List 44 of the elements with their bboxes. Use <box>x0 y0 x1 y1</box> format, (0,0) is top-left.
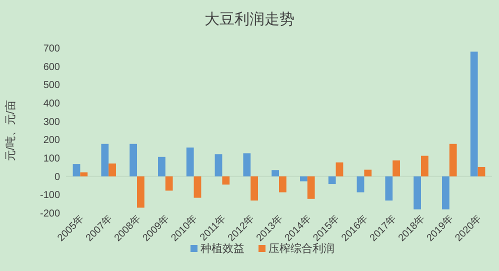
bar <box>364 170 372 176</box>
bar <box>478 166 486 176</box>
bar <box>300 176 308 182</box>
bar <box>328 176 336 184</box>
bar <box>101 144 109 176</box>
y-tick-label: 0 <box>54 172 60 183</box>
bar <box>442 176 450 210</box>
bar <box>250 176 258 201</box>
bar <box>272 170 279 176</box>
bar <box>385 176 393 201</box>
bar <box>222 176 230 185</box>
y-tick-label: 400 <box>43 98 60 110</box>
bar <box>194 176 202 198</box>
bar <box>414 176 421 210</box>
bar <box>392 160 400 176</box>
bar <box>336 162 344 176</box>
y-tick-label: 600 <box>43 62 60 73</box>
bar <box>243 153 251 176</box>
bar <box>137 176 144 208</box>
bar <box>279 176 286 192</box>
bar <box>470 52 478 176</box>
bar <box>307 176 315 199</box>
bar <box>449 144 457 176</box>
bar <box>158 156 166 176</box>
y-tick-label: -100 <box>40 190 60 202</box>
bar <box>421 156 428 176</box>
y-tick-label: 500 <box>43 80 60 92</box>
bar <box>165 176 173 191</box>
bar <box>356 176 364 192</box>
bar <box>214 154 222 176</box>
chart-title: 大豆利润走势 <box>204 11 294 28</box>
bar <box>186 148 194 176</box>
y-tick-label: 100 <box>43 154 60 164</box>
legend-label: 种植效益 <box>200 242 244 255</box>
legend-label: 压榨综合利润 <box>268 242 334 255</box>
y-tick-label: -200 <box>40 208 60 220</box>
y-tick-label: 700 <box>43 44 60 54</box>
bar <box>80 172 88 176</box>
y-tick-label: 200 <box>43 135 60 146</box>
bar <box>130 144 137 176</box>
bar <box>72 164 80 176</box>
bar <box>108 164 116 176</box>
y-tick-label: 300 <box>43 116 60 128</box>
y-axis-title: 元/吨、元/亩 <box>4 100 17 162</box>
